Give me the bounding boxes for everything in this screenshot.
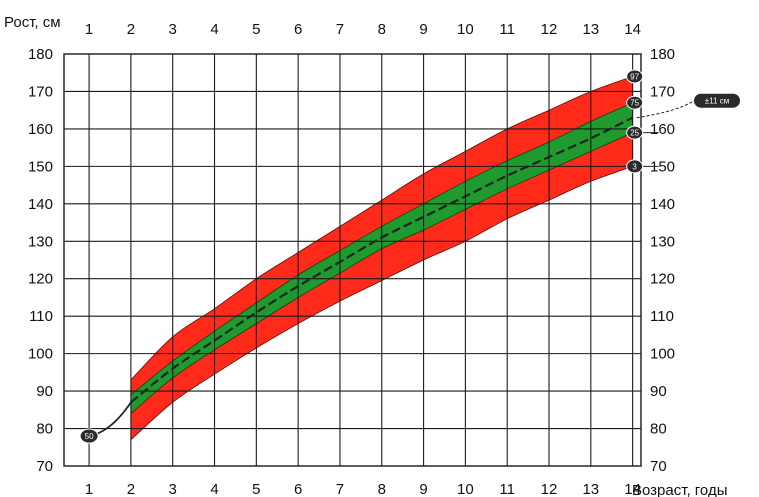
x-tick-bottom-13: 13 <box>582 481 599 497</box>
x-tick-bottom-10: 10 <box>457 481 474 497</box>
x-tick-top-13: 13 <box>582 21 599 38</box>
y-tick-left-120: 120 <box>28 271 53 288</box>
plot-frame <box>63 53 642 467</box>
y-tick-left-70: 70 <box>36 458 53 475</box>
x-tick-bottom-6: 6 <box>294 481 302 497</box>
x-tick-top-8: 8 <box>378 21 386 38</box>
badge-circle-75 <box>626 95 644 110</box>
badge-label-97: 97 <box>630 72 639 81</box>
x-tick-bottom-7: 7 <box>336 481 344 497</box>
percentile-badges: 97 75 25 3 50 <box>79 69 659 444</box>
badge-label-75: 75 <box>630 99 639 108</box>
x-tick-bottom-9: 9 <box>419 481 427 497</box>
x-tick-bottom-8: 8 <box>378 481 386 497</box>
x-tick-top-10: 10 <box>457 21 474 38</box>
y-tick-left-160: 160 <box>28 121 53 138</box>
x-tick-top-1: 1 <box>85 21 93 38</box>
y-tick-right-100: 100 <box>650 346 675 363</box>
callout-leader <box>636 100 695 119</box>
x-tick-top-6: 6 <box>294 21 302 38</box>
badge-circle-97 <box>626 69 644 84</box>
chart-grid <box>63 53 642 467</box>
callout-pill <box>694 93 740 108</box>
y-tick-right-150: 150 <box>650 158 675 175</box>
tick-labels: 1122334455667788991010111112121313141470… <box>28 21 675 497</box>
x-tick-top-3: 3 <box>169 21 177 38</box>
start-badge-label: 50 <box>85 432 94 441</box>
x-tick-bottom-4: 4 <box>210 481 218 497</box>
y-tick-right-160: 160 <box>650 121 675 138</box>
y-axis-label: Рост, см <box>4 14 61 31</box>
y-tick-left-140: 140 <box>28 196 53 213</box>
y-tick-left-170: 170 <box>28 83 53 100</box>
x-tick-top-5: 5 <box>252 21 260 38</box>
y-tick-left-130: 130 <box>28 233 53 250</box>
badge-circle-25 <box>626 125 644 140</box>
y-tick-right-120: 120 <box>650 271 675 288</box>
callout-text: ±11 см <box>705 97 729 106</box>
y-tick-right-70: 70 <box>650 458 667 475</box>
y-tick-left-100: 100 <box>28 346 53 363</box>
x-tick-top-11: 11 <box>499 21 515 38</box>
x-tick-bottom-11: 11 <box>499 481 515 497</box>
x-tick-bottom-5: 5 <box>252 481 260 497</box>
y-tick-left-80: 80 <box>36 421 53 438</box>
y-tick-left-150: 150 <box>28 158 53 175</box>
y-tick-right-110: 110 <box>650 308 674 325</box>
start-badge-circle <box>79 428 99 444</box>
y-tick-right-140: 140 <box>650 196 675 213</box>
median-line-50 <box>130 116 634 404</box>
y-tick-left-110: 110 <box>29 308 53 325</box>
x-tick-bottom-14: 14 <box>624 481 641 497</box>
x-tick-bottom-1: 1 <box>85 481 93 497</box>
x-tick-bottom-3: 3 <box>169 481 177 497</box>
x-tick-top-7: 7 <box>336 21 344 38</box>
badge-label-3: 3 <box>632 162 637 171</box>
x-tick-top-4: 4 <box>210 21 218 38</box>
y-tick-left-180: 180 <box>28 46 53 63</box>
badge-label-25: 25 <box>630 129 639 138</box>
x-tick-bottom-12: 12 <box>541 481 558 497</box>
y-tick-right-130: 130 <box>650 233 675 250</box>
y-tick-right-80: 80 <box>650 421 667 438</box>
callout-group: ±11 см <box>636 93 740 119</box>
x-tick-top-9: 9 <box>419 21 427 38</box>
y-tick-right-170: 170 <box>650 83 675 100</box>
y-tick-right-90: 90 <box>650 383 667 400</box>
x-axis-label: Возраст, годы <box>632 482 727 497</box>
x-tick-top-14: 14 <box>624 21 641 38</box>
y-tick-left-90: 90 <box>36 383 53 400</box>
x-tick-top-12: 12 <box>541 21 558 38</box>
x-tick-top-2: 2 <box>127 21 135 38</box>
badge-circle-3 <box>626 159 644 174</box>
y-tick-right-180: 180 <box>650 46 675 63</box>
x-tick-bottom-2: 2 <box>127 481 135 497</box>
